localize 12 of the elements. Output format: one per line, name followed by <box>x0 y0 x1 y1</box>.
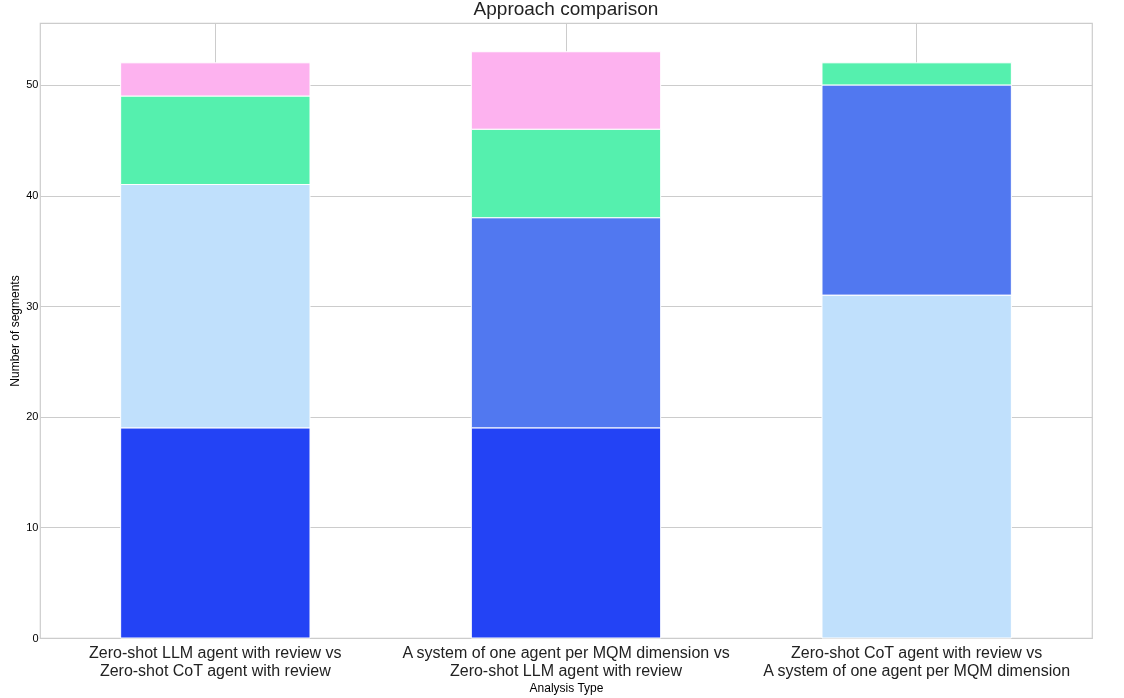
chart-title: Approach comparison <box>473 0 659 19</box>
y-tick-label: 10 <box>26 520 39 533</box>
x-tick-label: Zero-shot CoT agent with review vs A system of one agent per MQM dimension <box>763 643 1071 679</box>
y-tick-label: 0 <box>32 631 39 644</box>
x-axis-title: Analysis Type <box>529 680 604 695</box>
y-axis-title: Number of segments <box>8 275 23 387</box>
y-tick-label: 20 <box>26 410 39 423</box>
y-tick-label: 40 <box>26 189 39 202</box>
x-tick-label: Zero-shot LLM agent with review vs Zero-shot CoT agent with review <box>89 643 342 679</box>
x-tick-label: A system of one agent per MQM dimension vs Zero-shot LLM agent with review <box>402 643 730 679</box>
y-tick-label: 30 <box>26 299 39 312</box>
y-tick-label: 50 <box>26 78 39 91</box>
